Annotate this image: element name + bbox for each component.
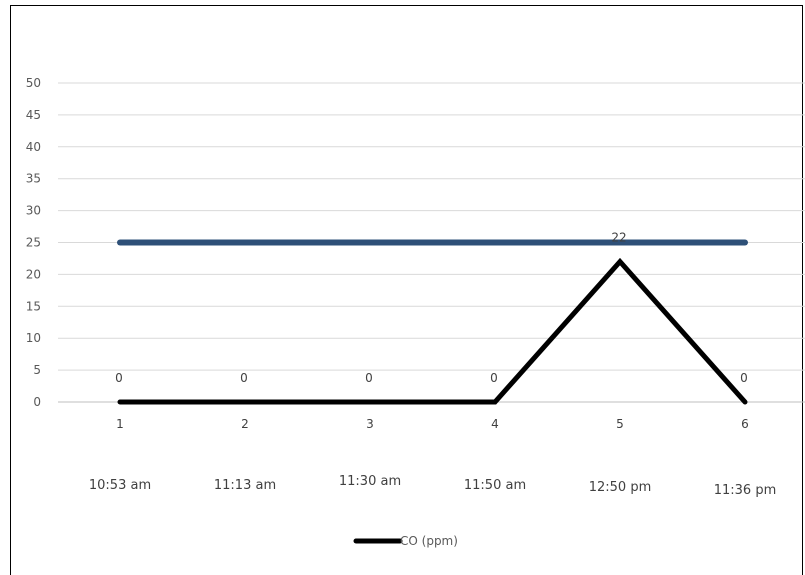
x-tick-label: 1 bbox=[116, 417, 124, 431]
y-axis-ticks: 0 5 10 15 20 25 30 35 40 45 50 bbox=[26, 76, 41, 409]
series-lines bbox=[117, 239, 748, 405]
chart-frame bbox=[10, 5, 803, 575]
x-time-label: 11:50 am bbox=[464, 478, 526, 493]
x-time-label: 11:13 am bbox=[214, 478, 276, 493]
y-tick-label: 0 bbox=[33, 395, 41, 409]
x-tick-label: 5 bbox=[616, 417, 624, 431]
x-tick-label: 4 bbox=[491, 417, 499, 431]
y-tick-label: 35 bbox=[26, 172, 41, 186]
x-time-label: 12:50 pm bbox=[589, 480, 652, 495]
y-tick-label: 40 bbox=[26, 140, 41, 154]
x-axis-ticks: 1 2 3 4 5 6 bbox=[116, 417, 749, 431]
data-labels: 0 0 0 0 22 0 bbox=[115, 231, 748, 385]
data-label: 0 bbox=[490, 371, 498, 385]
x-time-label: 11:30 am bbox=[339, 474, 401, 489]
data-label: 0 bbox=[740, 371, 748, 385]
y-tick-label: 25 bbox=[26, 236, 41, 250]
x-tick-label: 2 bbox=[241, 417, 249, 431]
data-label: 0 bbox=[240, 371, 248, 385]
x-time-label: 10:53 am bbox=[89, 478, 151, 493]
series-line-co bbox=[117, 257, 748, 405]
x-tick-label: 3 bbox=[366, 417, 374, 431]
y-tick-label: 30 bbox=[26, 204, 41, 218]
data-label: 0 bbox=[365, 371, 373, 385]
x-axis-time-labels: 10:53 am 11:13 am 11:30 am 11:50 am 12:50 pm… bbox=[89, 474, 776, 498]
y-tick-label: 15 bbox=[26, 299, 41, 313]
y-tick-label: 10 bbox=[26, 331, 41, 345]
x-tick-label: 6 bbox=[741, 417, 749, 431]
x-time-label: 11:36 pm bbox=[714, 483, 777, 498]
data-label: 22 bbox=[611, 231, 626, 245]
y-tick-label: 50 bbox=[26, 76, 41, 90]
legend: CO (ppm) bbox=[353, 534, 458, 548]
y-tick-label: 5 bbox=[33, 363, 41, 377]
y-tick-label: 45 bbox=[26, 108, 41, 122]
y-tick-label: 20 bbox=[26, 267, 41, 281]
data-label: 0 bbox=[115, 371, 123, 385]
legend-label-co: CO (ppm) bbox=[400, 534, 458, 548]
